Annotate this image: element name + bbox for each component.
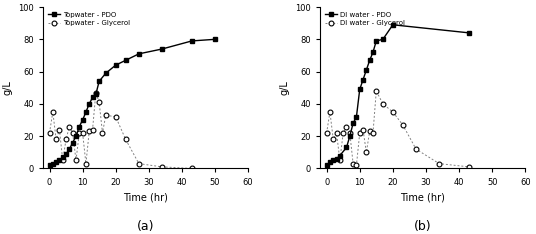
X-axis label: Time (hr): Time (hr)	[123, 192, 168, 202]
Text: (b): (b)	[414, 220, 431, 233]
Legend: Topwater - PDO, Topwater - Glycerol: Topwater - PDO, Topwater - Glycerol	[46, 11, 131, 27]
Y-axis label: g/L: g/L	[280, 80, 289, 95]
Y-axis label: g/L: g/L	[3, 80, 12, 95]
Legend: DI water - PDO, DI water - Glycerol: DI water - PDO, DI water - Glycerol	[323, 11, 406, 27]
Text: (a): (a)	[137, 220, 154, 233]
X-axis label: Time (hr): Time (hr)	[400, 192, 445, 202]
